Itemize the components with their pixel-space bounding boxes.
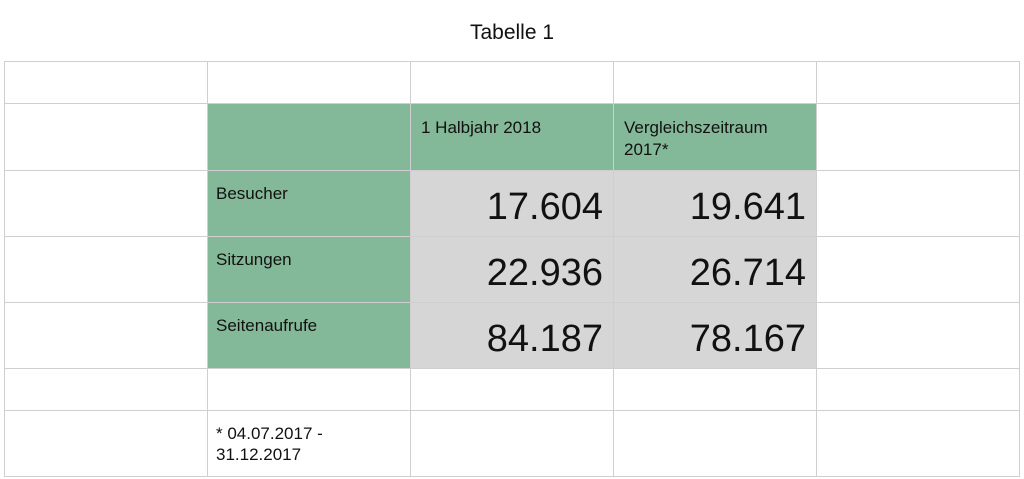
cell[interactable]: [613, 61, 817, 104]
cell[interactable]: [410, 368, 614, 411]
value: 19.641: [689, 186, 806, 228]
row-label-cell[interactable]: Besucher: [207, 170, 411, 237]
cell[interactable]: [4, 170, 208, 237]
cell[interactable]: [613, 368, 817, 411]
value-cell[interactable]: 84.187: [410, 302, 614, 369]
cell[interactable]: [4, 410, 208, 477]
value-cell[interactable]: 26.714: [613, 236, 817, 303]
cell[interactable]: [816, 368, 1020, 411]
value: 78.167: [689, 318, 806, 360]
value: 22.936: [486, 252, 603, 294]
cell[interactable]: [816, 61, 1020, 104]
value: 84.187: [486, 318, 603, 360]
value: 26.714: [689, 252, 806, 294]
cell[interactable]: [613, 410, 817, 477]
cell[interactable]: [410, 410, 614, 477]
cell[interactable]: [410, 61, 614, 104]
row-label-cell[interactable]: Seitenaufrufe: [207, 302, 411, 369]
row-label: Sitzungen: [216, 250, 292, 269]
cell[interactable]: [816, 103, 1020, 171]
cell[interactable]: [4, 302, 208, 369]
header-label-2018: 1 Halbjahr 2018: [421, 118, 542, 137]
header-cell-2018[interactable]: 1 Halbjahr 2018: [410, 103, 614, 171]
row-label: Besucher: [216, 184, 288, 203]
spreadsheet-table: 1 Halbjahr 2018 Vergleichszeitraum 2017*…: [4, 61, 1020, 477]
table-row: Seitenaufrufe 84.187 78.167: [4, 302, 1020, 369]
table-row: * 04.07.2017 - 31.12.2017: [4, 410, 1020, 477]
value-cell[interactable]: 22.936: [410, 236, 614, 303]
table-row: [4, 368, 1020, 411]
table-title: Tabelle 1: [469, 21, 555, 44]
cell[interactable]: [4, 103, 208, 171]
value-cell[interactable]: 17.604: [410, 170, 614, 237]
header-cell-2017[interactable]: Vergleichszeitraum 2017*: [613, 103, 817, 171]
cell[interactable]: [207, 61, 411, 104]
row-label-cell[interactable]: Sitzungen: [207, 236, 411, 303]
cell[interactable]: [816, 302, 1020, 369]
header-corner-cell[interactable]: [207, 103, 411, 171]
cell[interactable]: [207, 368, 411, 411]
table-row: [4, 61, 1020, 104]
cell[interactable]: [816, 170, 1020, 237]
value: 17.604: [486, 186, 603, 228]
header-label-2017: Vergleichszeitraum 2017*: [624, 118, 768, 159]
table-header-row: 1 Halbjahr 2018 Vergleichszeitraum 2017*: [4, 103, 1020, 171]
value-cell[interactable]: 78.167: [613, 302, 817, 369]
cell[interactable]: [4, 61, 208, 104]
table-row: Sitzungen 22.936 26.714: [4, 236, 1020, 303]
value-cell[interactable]: 19.641: [613, 170, 817, 237]
footnote-text: * 04.07.2017 - 31.12.2017: [216, 424, 323, 464]
cell[interactable]: [816, 236, 1020, 303]
cell[interactable]: [816, 410, 1020, 477]
table-row: Besucher 17.604 19.641: [4, 170, 1020, 237]
row-label: Seitenaufrufe: [216, 316, 318, 335]
footnote-cell[interactable]: * 04.07.2017 - 31.12.2017: [207, 410, 411, 477]
cell[interactable]: [4, 236, 208, 303]
cell[interactable]: [4, 368, 208, 411]
